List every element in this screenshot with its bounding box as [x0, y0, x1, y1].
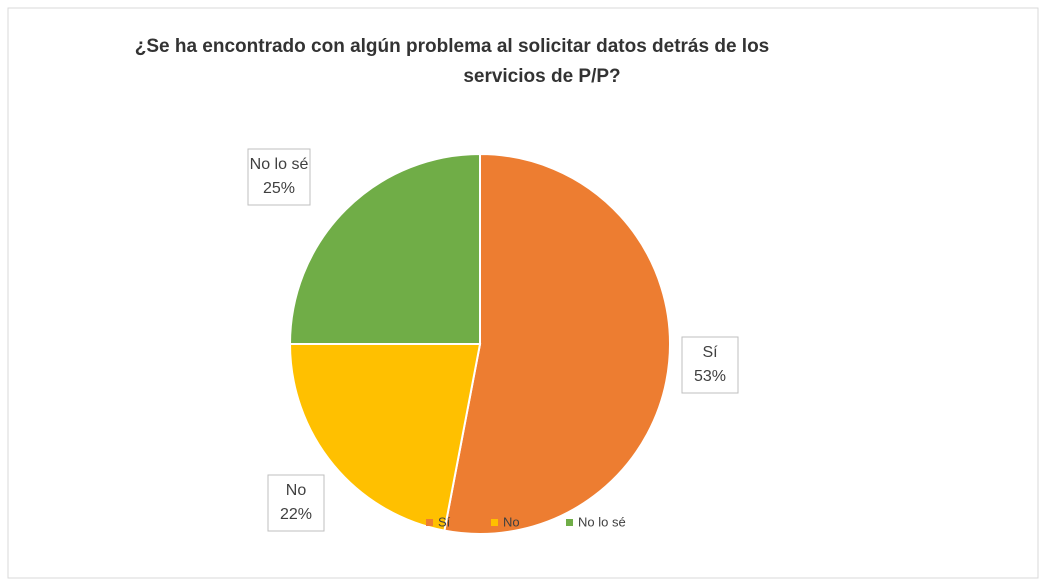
pie-slice [288, 343, 482, 532]
data-label-box [681, 336, 739, 394]
legend-label: Sí [438, 514, 451, 529]
legend-marker [566, 519, 573, 526]
data-label-category: No [286, 482, 307, 499]
data-label-value: 22% [280, 506, 312, 523]
chart-title: ¿Se ha encontrado con algún problema al … [135, 36, 770, 57]
pie-slice [443, 152, 671, 535]
data-label-box [247, 148, 311, 206]
chart-title: servicios de P/P? [463, 66, 620, 87]
legend-label: No [503, 514, 520, 529]
data-label-category: Sí [702, 344, 718, 361]
data-label-value: 53% [694, 368, 726, 385]
data-label-value: 25% [263, 180, 295, 197]
legend-marker [426, 519, 433, 526]
legend-marker [491, 519, 498, 526]
data-label-category: No lo sé [250, 156, 309, 173]
pie-slice [288, 152, 481, 345]
data-label-box [267, 474, 325, 532]
legend-label: No lo sé [578, 514, 626, 529]
